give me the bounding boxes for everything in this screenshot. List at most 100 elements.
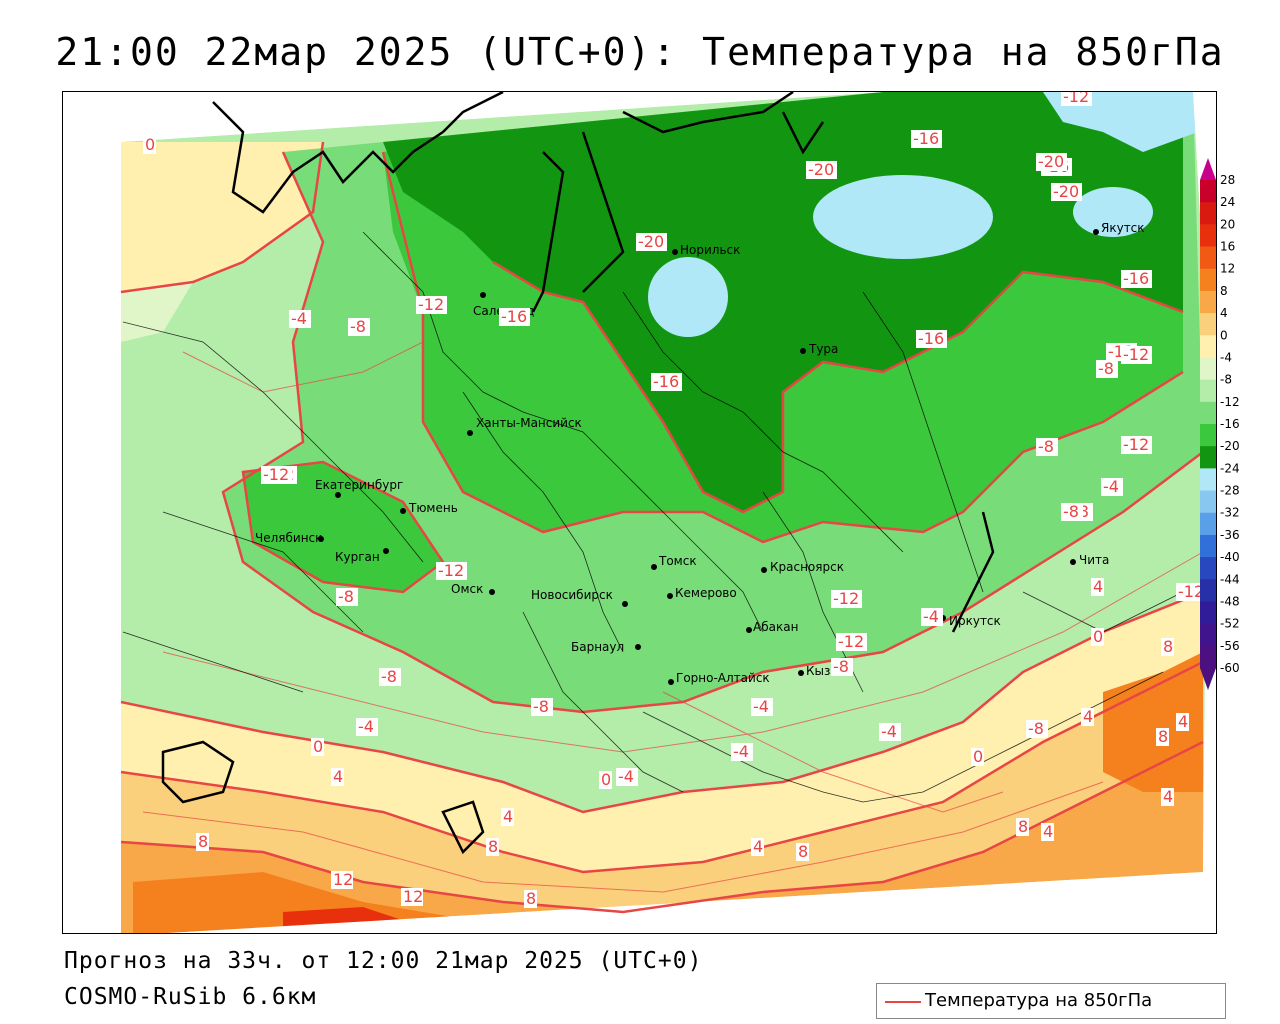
- svg-text:Иркутск: Иркутск: [949, 614, 1001, 628]
- isotherm-label: -8: [1038, 437, 1054, 456]
- isotherm-label-bg: [261, 466, 292, 484]
- isotherm-label: 4: [1093, 577, 1103, 596]
- isotherm-label-bg: [531, 698, 553, 716]
- scale-tick-label: -36: [1220, 528, 1240, 542]
- model-name: COSMO-RuSib 6.6км: [64, 984, 317, 1010]
- color-scale-bar: 28 24 20 16 12 8 4 0 -4 -8 -12 -16 -20 -24 -28 -32 -36 -4…: [1198, 158, 1268, 690]
- legend-line-swatch: [885, 1001, 921, 1003]
- isotherm-label: -4: [358, 717, 374, 736]
- isotherm-label-bg: [379, 668, 401, 686]
- scale-tick-label: 20: [1220, 217, 1235, 231]
- isotherm-lines: [120, 141, 1204, 914]
- isotherm-label-bg: [751, 698, 773, 716]
- isotherm-label-bg: [289, 310, 311, 328]
- isotherm-label-bg: [1176, 583, 1207, 601]
- isotherm-label: -12: [838, 632, 864, 651]
- scale-cell: [1200, 512, 1216, 536]
- isotherm-label: -20: [808, 160, 834, 179]
- scale-cell: [1200, 268, 1216, 292]
- isotherm-label-bg: [499, 308, 530, 326]
- scale-cell: [1200, 534, 1216, 558]
- svg-text:Новосибирск: Новосибирск: [531, 588, 613, 602]
- isotherm-label-bg: [651, 373, 682, 391]
- isotherm-label: -4: [923, 607, 939, 626]
- scale-cell: [1200, 357, 1216, 381]
- isotherm-label-bg: [1156, 728, 1169, 746]
- city-tyumen: Тюмень: [400, 501, 458, 515]
- scale-cells: [1200, 180, 1216, 669]
- isotherm-label: 8: [1158, 727, 1168, 746]
- scale-cell: [1200, 202, 1216, 225]
- isotherm-label-bg: [831, 658, 853, 676]
- isotherm-label-bg: [1161, 638, 1174, 656]
- svg-text:Красноярск: Красноярск: [770, 560, 844, 574]
- scale-cell: [1200, 579, 1216, 602]
- isotherm-label: -12: [438, 561, 464, 580]
- isotherm-label: -20: [1038, 152, 1064, 171]
- svg-text:Челябинск: Челябинск: [255, 531, 322, 545]
- isotherm-label: -12: [833, 589, 859, 608]
- isotherm-label: 4: [333, 767, 343, 786]
- isotherm-label-bg: [751, 838, 764, 856]
- isotherm-label-bg: [1061, 503, 1083, 521]
- scale-tick-label: 16: [1220, 240, 1235, 254]
- isotherm-label-bg: [416, 296, 447, 314]
- scale-tick-label: -4: [1220, 350, 1232, 364]
- scale-cell: [1200, 379, 1216, 403]
- isotherm-label: -20: [1053, 182, 1079, 201]
- city-tomsk: Томск: [651, 554, 697, 570]
- isotherm-label-bg: [636, 233, 667, 251]
- scale-cell: [1200, 313, 1216, 336]
- isotherm-label-bg: [916, 330, 947, 348]
- isotherm-label: 0: [313, 737, 323, 756]
- scale-cell: [1200, 335, 1216, 358]
- svg-text:Чита: Чита: [1079, 553, 1109, 567]
- isotherm-label: -4: [1103, 477, 1119, 496]
- scale-labels: 28 24 20 16 12 8 4 0 -4 -8 -12 -16 -20 -24 -28 -32 -36 -4…: [1220, 173, 1240, 675]
- isotherm-label: 4: [503, 807, 513, 826]
- svg-text:Норильск: Норильск: [680, 243, 740, 257]
- scale-tick-label: -20: [1220, 439, 1240, 453]
- city-yakutsk: Якутск: [1093, 221, 1145, 235]
- city-chita: Чита: [1070, 553, 1109, 567]
- svg-text:Якутск: Якутск: [1101, 221, 1145, 235]
- isotherm-label: -8: [1098, 359, 1114, 378]
- scale-tick-label: -60: [1220, 661, 1240, 675]
- isotherm-label-bg: [1091, 628, 1104, 646]
- scale-tick-label: -48: [1220, 594, 1240, 608]
- isotherm-label-bg: [796, 843, 809, 861]
- scale-bottom-arrow: [1200, 668, 1216, 690]
- isotherm-label: 8: [1018, 817, 1028, 836]
- scale-cell: [1200, 623, 1216, 647]
- svg-text:Екатеринбург: Екатеринбург: [315, 478, 403, 492]
- city-chelyabinsk: Челябинск: [255, 531, 324, 545]
- scale-cell: [1200, 557, 1216, 580]
- scale-tick-label: -24: [1220, 461, 1240, 475]
- isotherm-label-bg: [1081, 708, 1094, 726]
- scale-cell: [1200, 424, 1216, 447]
- isotherm-label-bg: [401, 888, 423, 906]
- isotherm-label-bg: [336, 588, 358, 606]
- isotherm-label-bg: [1091, 578, 1104, 596]
- city-gorno-altaysk: Горно-Алтайск: [668, 671, 770, 685]
- svg-text:Абакан: Абакан: [753, 620, 798, 634]
- isotherm-label-bg: [1121, 436, 1152, 454]
- isotherm-label: -16: [501, 307, 527, 326]
- isotherm-label: -16: [918, 329, 944, 348]
- isotherm-label: 8: [526, 889, 536, 908]
- isotherm-label: -12: [418, 295, 444, 314]
- isotherm-label-bg: [1096, 360, 1118, 378]
- isotherm-label: -4: [291, 309, 307, 328]
- isotherm-label-bg: [311, 738, 324, 756]
- isotherm-label: 0: [601, 770, 611, 789]
- scale-tick-label: 8: [1220, 284, 1228, 298]
- scale-tick-label: 0: [1220, 328, 1228, 342]
- isotherm-label-bg: [501, 808, 514, 826]
- scale-tick-label: 12: [1220, 262, 1235, 276]
- isotherm-label: 8: [198, 832, 208, 851]
- isotherm-label-bg: [143, 136, 156, 154]
- city-kemerovo: Кемерово: [667, 586, 737, 600]
- isotherm-label-bg: [486, 838, 499, 856]
- isotherm-label-bg: [1121, 346, 1152, 364]
- isotherm-label: -20: [638, 232, 664, 251]
